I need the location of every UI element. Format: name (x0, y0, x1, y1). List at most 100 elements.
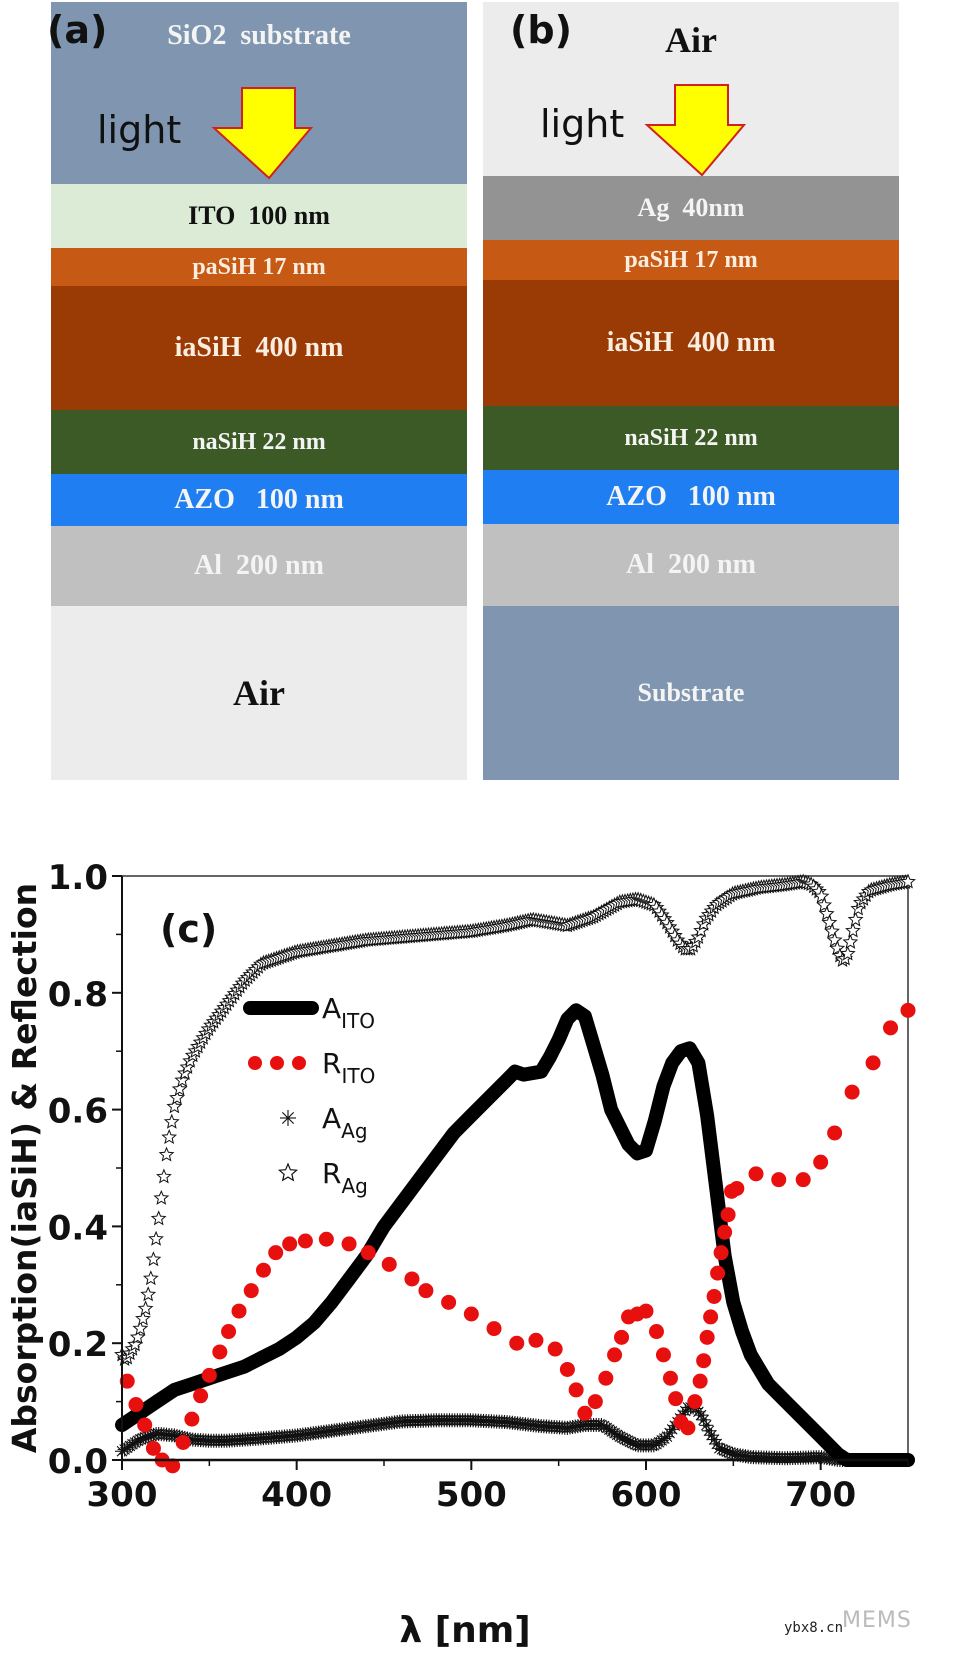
point-R_Ag (161, 1128, 178, 1145)
watermark-brand: MEMS (842, 1608, 912, 1633)
x-tick-label: 600 (611, 1475, 682, 1515)
panel-label-b: (b) (510, 8, 572, 52)
point-R_ITO (341, 1236, 357, 1252)
layer-label: Air (233, 673, 285, 713)
point-R_ITO (360, 1245, 376, 1261)
light-arrow-icon-a (211, 87, 314, 180)
layer-azo-100-nm: AZO 100 nm (51, 474, 467, 526)
point-R_ITO (865, 1055, 881, 1071)
point-R_ITO (145, 1440, 161, 1456)
asterisk-stroke (698, 1414, 709, 1426)
light-arrow-icon-b (644, 84, 747, 177)
point-R_ITO (404, 1271, 420, 1287)
legend-label: RAg (322, 1157, 368, 1198)
point-R_ITO (706, 1288, 722, 1304)
point-R_ITO (607, 1347, 623, 1363)
point-R_ITO (638, 1303, 654, 1319)
layer-iasih-400-nm: iaSiH 400 nm (51, 286, 467, 410)
asterisk-stroke (721, 1446, 733, 1457)
legend-item-A_ITO: AITO (243, 992, 375, 1033)
point-R_ITO (221, 1324, 237, 1340)
layer-air: Air (51, 606, 467, 780)
point-R_ITO (717, 1224, 733, 1240)
layer-al-200-nm: Al 200 nm (483, 524, 899, 606)
asterisk-stroke (622, 1435, 633, 1446)
asterisk-stroke (603, 1424, 615, 1435)
asterisk-stroke (700, 1419, 712, 1431)
point-R_ITO (771, 1172, 787, 1188)
legend-item-R_Ag: RAg (277, 1157, 368, 1198)
point-R_ITO (201, 1367, 217, 1383)
layer-pasih-17-nm: paSiH 17 nm (51, 248, 467, 286)
point-R_ITO (463, 1306, 479, 1322)
point-R_Ag (150, 1210, 167, 1226)
point-R_ITO (559, 1361, 575, 1377)
point-R_Ag (153, 1189, 170, 1205)
legend-label-sub: ITO (341, 1009, 375, 1033)
x-tick-label: 400 (261, 1475, 332, 1515)
point-R_ITO (509, 1335, 525, 1351)
asterisk-stroke (596, 1419, 607, 1431)
asterisk-stroke (714, 1442, 725, 1454)
point-R_ITO (692, 1373, 708, 1389)
point-A_Ag (699, 1418, 714, 1433)
point-R_ITO (243, 1283, 259, 1299)
legend-asterisk-icon (280, 1110, 296, 1126)
series-A_ITO (115, 1003, 915, 1467)
point-R_ITO (662, 1370, 678, 1386)
y-tick-label: 0.2 (48, 1325, 108, 1365)
point-R_ITO (568, 1382, 584, 1398)
asterisk-stroke (695, 1409, 707, 1421)
layer-nasih-22-nm: naSiH 22 nm (51, 410, 467, 474)
asterisk-stroke (708, 1434, 720, 1445)
asterisk-stroke (627, 1437, 639, 1449)
point-R_ITO (844, 1084, 860, 1100)
y-tick-label: 0.4 (48, 1208, 108, 1248)
x-tick-label: 500 (436, 1475, 507, 1515)
point-R_ITO (577, 1405, 593, 1421)
legend-label-sub: Ag (341, 1174, 367, 1198)
y-tick-label: 0.8 (48, 975, 108, 1015)
point-R_Ag (169, 1089, 185, 1105)
point-R_Ag (171, 1080, 188, 1096)
point-R_ITO (184, 1411, 200, 1427)
y-tick-label: 0.0 (48, 1442, 108, 1482)
point-R_Ag (900, 873, 916, 889)
asterisk-stroke (281, 1111, 295, 1125)
point-R_ITO (381, 1256, 397, 1272)
layer-label: Substrate (637, 678, 745, 707)
point-R_Ag (163, 1113, 180, 1129)
panel-label-a: (a) (47, 8, 108, 52)
point-R_ITO (729, 1180, 745, 1196)
layer-stack-a: SiO2 substrate ITO 100 nm paSiH 17 nm iaSiH… (51, 2, 467, 780)
legend-label: AAg (322, 1102, 368, 1143)
point-R_ITO (614, 1329, 630, 1345)
legend-dot-swatch (270, 1056, 284, 1070)
point-R_ITO (687, 1394, 703, 1410)
layer-label: Ag 40nm (637, 193, 745, 222)
point-R_ITO (547, 1341, 563, 1357)
point-R_ITO (795, 1172, 811, 1188)
point-R_Ag (824, 923, 840, 939)
legend-label-base: R (322, 1157, 341, 1190)
asterisk-stroke (716, 1444, 728, 1455)
x-tick-label: 300 (87, 1475, 158, 1515)
point-R_ITO (193, 1388, 209, 1404)
x-tick-label: 700 (785, 1475, 856, 1515)
point-A_Ag (696, 1412, 711, 1427)
point-R_ITO (699, 1329, 715, 1345)
y-axis-label: Absorption(iaSiH) & Reflection (5, 883, 44, 1453)
point-R_ITO (648, 1324, 664, 1340)
point-R_Ag (129, 1329, 146, 1345)
point-R_ITO (813, 1154, 829, 1170)
layer-label: paSiH 17 nm (624, 246, 758, 273)
point-R_ITO (418, 1283, 434, 1299)
light-label-b: light (540, 102, 625, 146)
legend-label-sub: Ag (341, 1119, 367, 1143)
layer-label: iaSiH 400 nm (606, 327, 776, 358)
layer-label: AZO 100 nm (174, 484, 344, 515)
layer-pasih-17-nm: paSiH 17 nm (483, 240, 899, 280)
asterisk-stroke (719, 1445, 730, 1456)
point-R_ITO (668, 1391, 684, 1407)
